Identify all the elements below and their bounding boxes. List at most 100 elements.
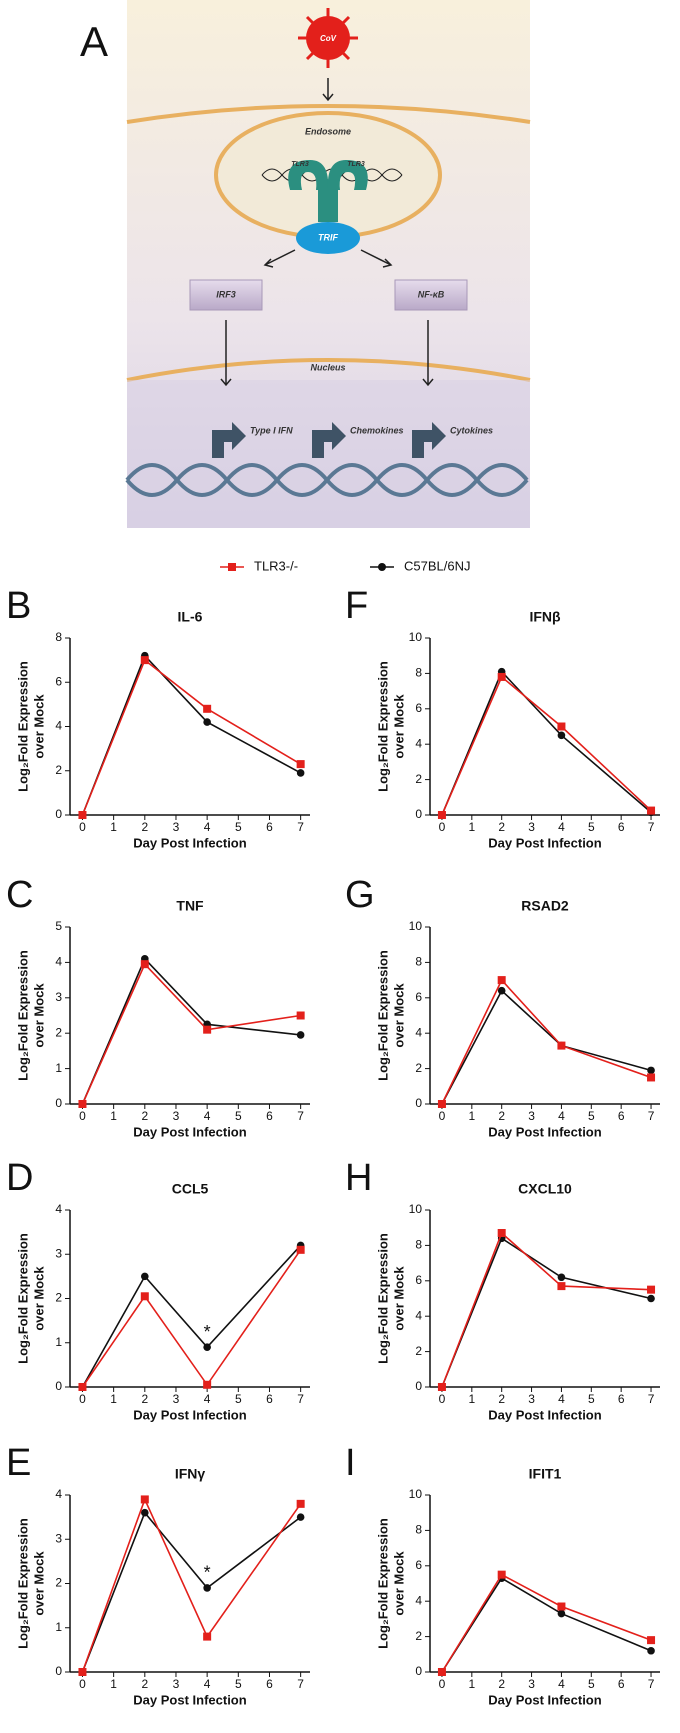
x-tick-label: 0 [439,1677,446,1691]
point [557,1282,566,1291]
y-tick-label: 1 [55,1620,62,1634]
annotation: * [204,1322,211,1342]
y-tick-label: 3 [55,1246,62,1260]
y-axis-label: over Mock [31,1551,46,1616]
x-tick-label: 1 [110,820,117,834]
legend-marker [378,563,386,571]
y-tick-label: 3 [55,1531,62,1545]
point [497,1229,506,1238]
y-tick-label: 0 [55,1379,62,1393]
y-axis-label: over Mock [391,983,406,1048]
irf3-label: IRF3 [216,289,236,299]
x-tick-label: 1 [110,1677,117,1691]
chart-title: IFNγ [175,1466,206,1482]
dna-strand [125,463,529,497]
arrows [220,320,434,387]
x-tick-label: 0 [439,1392,446,1406]
x-tick-label: 0 [79,1109,86,1123]
legend-marker [228,563,236,571]
x-tick-label: 4 [558,1109,565,1123]
y-axis-label: Log₂Fold Expression [15,661,30,792]
chart-title: RSAD2 [521,898,569,914]
y-axis-label: over Mock [31,1266,46,1331]
chart: F IFNβ 0 2 4 6 8 10 0 1 2 3 4 5 6 7 Day Post Infection Lo… [345,585,660,850]
x-tick-label: 6 [266,820,273,834]
series-line [81,658,302,816]
x-tick-label: 4 [204,1677,211,1691]
x-tick-label: 6 [618,1392,625,1406]
x-tick-label: 5 [235,1392,242,1406]
y-tick-label: 6 [55,674,62,688]
promoters [212,422,446,458]
x-tick-label: 3 [173,1677,180,1691]
x-axis-label: Day Post Infection [133,835,246,850]
x-tick-label: 2 [498,1392,505,1406]
x-tick-label: 5 [235,820,242,834]
point [647,1066,655,1075]
point [647,1294,655,1303]
point [647,1285,656,1294]
gene-label: Chemokines [350,425,404,435]
x-tick-label: 1 [110,1392,117,1406]
y-axis-label: over Mock [391,1551,406,1616]
y-tick-label: 4 [55,1202,62,1216]
x-tick-label: 1 [110,1109,117,1123]
y-tick-label: 2 [55,763,62,777]
point [647,1646,655,1655]
x-tick-label: 2 [141,1109,148,1123]
nfkb-box [394,279,468,311]
y-tick-label: 6 [415,1558,422,1572]
y-tick-label: 0 [55,807,62,821]
point [203,1343,211,1351]
y-tick-label: 5 [55,919,62,933]
y-axis-label: over Mock [31,983,46,1048]
gene-label: Cytokines [450,425,493,435]
x-tick-label: 0 [439,820,446,834]
point [296,1031,305,1039]
x-tick-label: 4 [204,820,211,834]
chart: C TNF 0 1 2 3 4 5 0 1 2 3 4 5 6 7 Day Post Infection Log₂… [6,874,310,1139]
point [203,718,211,726]
chart-title: CXCL10 [518,1181,572,1197]
x-tick-label: 5 [588,1392,595,1406]
chart-title: IFNβ [529,609,561,625]
chart-title: IFIT1 [529,1466,562,1482]
point [437,811,446,819]
series-line [81,1244,302,1388]
y-tick-label: 4 [415,736,422,750]
chart: D CCL5 0 1 2 3 4 0 1 2 3 4 5 6 7 Day Post Infection Log₂… [6,1157,310,1422]
series-line [81,1497,302,1673]
x-tick-label: 5 [588,820,595,834]
legend-label: TLR3-/- [254,558,298,573]
series-line [441,1237,652,1388]
panel-label: B [6,585,31,627]
y-tick-label: 0 [415,1096,422,1110]
y-tick-label: 6 [415,990,422,1004]
panel-label: D [6,1157,33,1199]
x-tick-label: 2 [498,820,505,834]
trif [296,222,360,254]
y-tick-label: 2 [55,1291,62,1305]
receptor-label: TLR3 [347,161,365,168]
y-tick-label: 8 [415,1238,422,1252]
y-tick-label: 4 [415,1593,422,1607]
series-line [441,1231,652,1388]
y-tick-label: 0 [415,1379,422,1393]
nuclear-membrane [126,358,531,382]
y-tick-label: 1 [55,1061,62,1075]
y-axis-label: Log₂Fold Expression [375,1233,390,1364]
y-tick-label: 4 [55,955,62,969]
series-line [81,957,301,1105]
y-axis-label: over Mock [31,694,46,759]
tlr3-right [327,160,368,190]
point [647,1636,656,1645]
cell-membrane [126,104,531,124]
point [296,760,305,769]
panel-label: C [6,874,33,916]
chart: I IFIT1 0 2 4 6 8 10 0 1 2 3 4 5 6 7 Day Post Infection L… [345,1442,660,1707]
x-tick-label: 1 [468,1392,475,1406]
y-axis-label: Log₂Fold Expression [15,1518,30,1649]
receptor-label: TLR3 [291,161,309,168]
x-tick-label: 4 [558,1677,565,1691]
x-tick-label: 6 [618,1677,625,1691]
